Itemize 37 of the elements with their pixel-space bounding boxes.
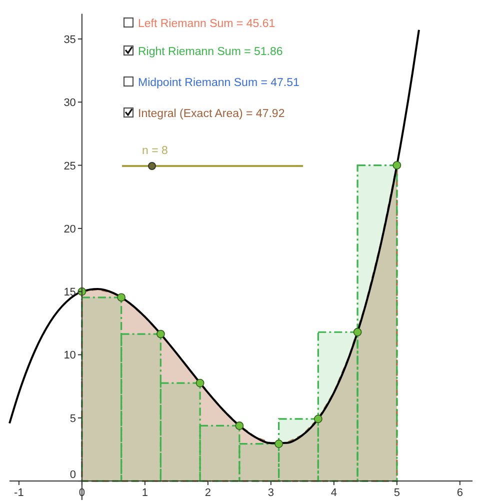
point [117,293,126,302]
point [353,328,362,336]
bar [160,382,201,482]
x-tick-label: 4 [330,487,337,500]
y-tick-label: 25 [64,160,76,172]
bar [278,418,319,482]
x-tick-label: 3 [268,487,274,500]
y-tick-label: 5 [70,412,76,425]
point [392,161,402,170]
y-tick-label: 30 [64,97,76,110]
point [156,330,165,338]
y-tick-label: 0 [70,469,76,482]
bar [81,296,122,482]
point [235,422,244,430]
point [314,414,322,424]
point [196,378,204,388]
y-tick-label: 20 [64,223,76,236]
annotation: Left Riemann Sum = 45.61 [138,18,276,30]
bar [356,164,398,482]
x-tick-label: 1 [142,487,148,500]
x-tick-label: 2 [204,487,211,500]
x-tick-label: 6 [456,487,463,500]
bar [120,333,162,482]
point [274,440,283,448]
bar [199,424,240,482]
y-tick-label: 10 [64,350,76,362]
y-tick-label: 35 [64,34,76,46]
y-tick-label: 15 [64,286,76,299]
bar [317,331,358,482]
x-tick-label: -1 [14,487,24,500]
annotation: n = 8 [142,145,168,157]
annotation: Midpoint Riemann Sum = 47.51 [138,77,300,89]
line-series [8,28,420,444]
annotation: Right Riemann Sum = 51.86 [138,46,283,58]
annotation: Integral (Exact Area) = 47.92 [138,108,285,120]
x-tick-label: 5 [394,487,400,500]
bar [238,442,280,482]
